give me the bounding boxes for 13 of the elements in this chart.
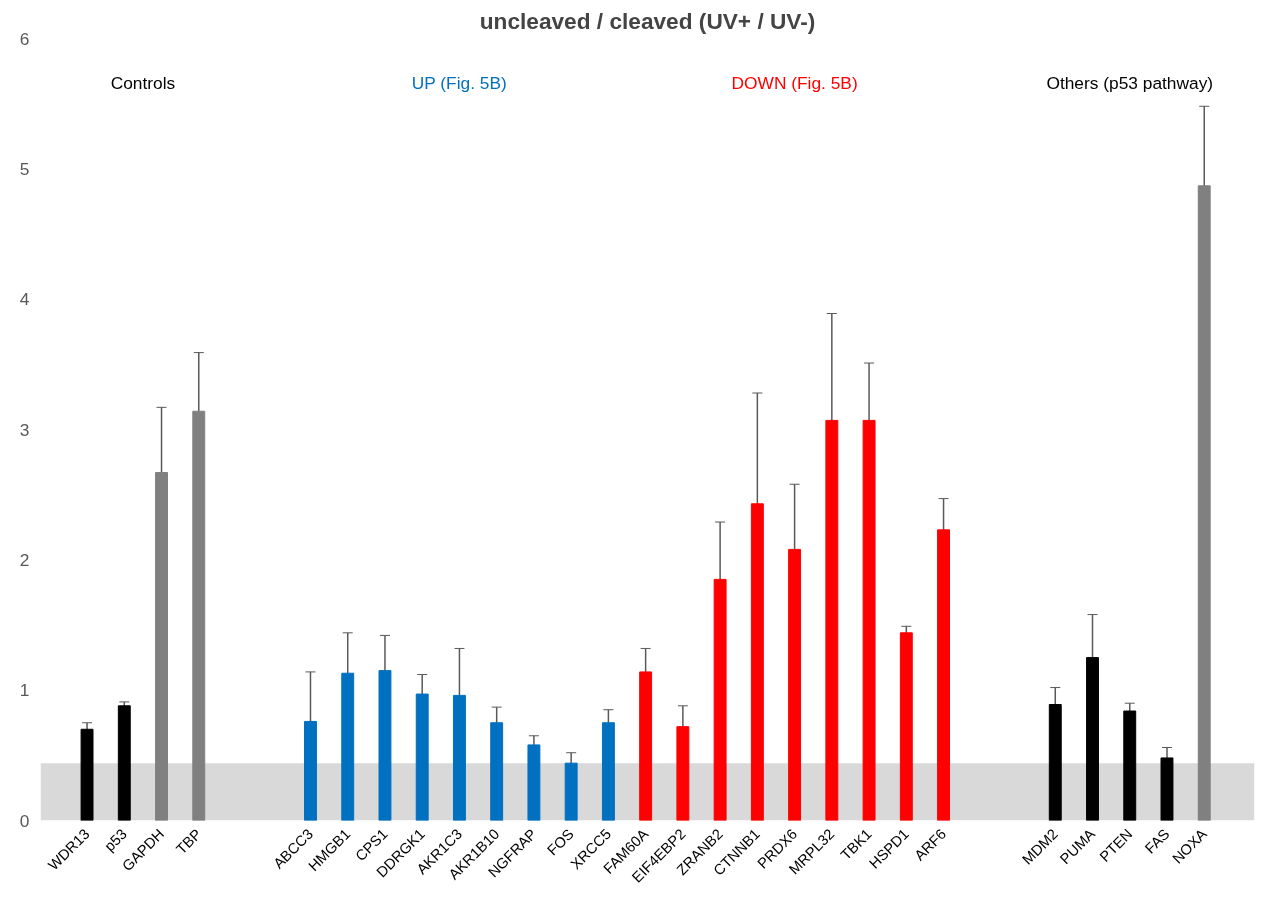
y-tick-label: 6 xyxy=(19,28,30,49)
annotation: Others (p53 pathway) xyxy=(1046,73,1214,94)
y-tick-label: 5 xyxy=(19,158,30,179)
x-tick-label: TBP xyxy=(172,825,205,858)
chart-title: uncleaved / cleaved (UV+ / UV-) xyxy=(479,7,816,34)
y-tick-label: 3 xyxy=(19,419,30,440)
annotation: Controls xyxy=(110,73,176,94)
y-tick-label: 2 xyxy=(19,549,30,570)
y-tick-label: 0 xyxy=(19,810,30,831)
annotation: UP (Fig. 5B) xyxy=(411,73,507,94)
y-tick-label: 4 xyxy=(19,289,30,310)
y-tick-label: 1 xyxy=(19,680,30,701)
annotation: DOWN (Fig. 5B) xyxy=(731,73,858,94)
